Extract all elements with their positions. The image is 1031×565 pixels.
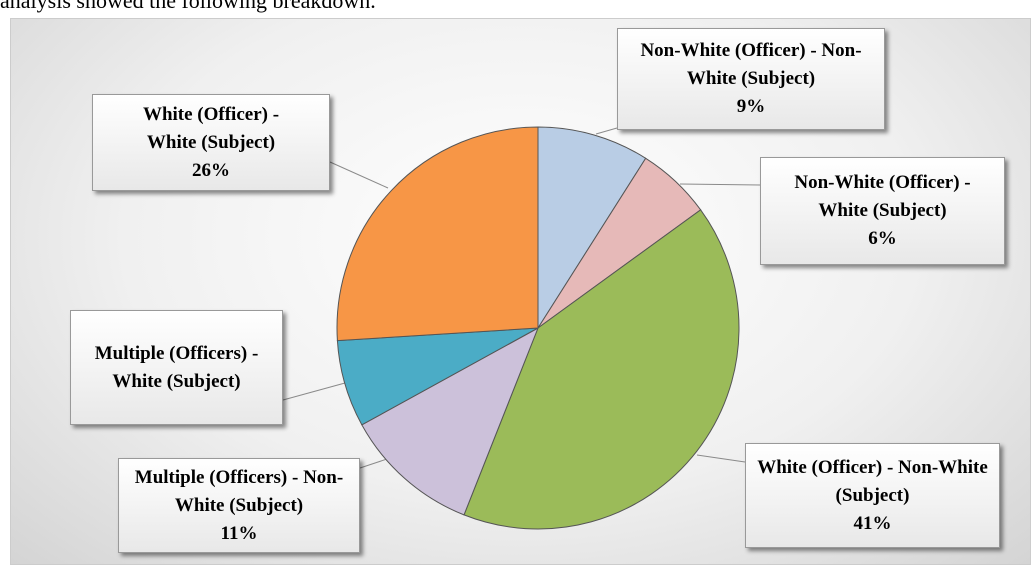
category-label: Non-White (Officer) - White (Subject) (794, 172, 971, 221)
slices (336, 126, 740, 530)
slice (336, 126, 539, 342)
slice (361, 326, 539, 516)
category-label: White (Officer) - Non-White (Subject) (757, 456, 988, 506)
leader-line (679, 183, 761, 186)
slice (463, 209, 740, 530)
value-label: 9% (736, 96, 766, 117)
leader-line (595, 127, 618, 135)
data-label-box: Multiple (Officers) - White (Subject) (70, 310, 283, 425)
leader-line (696, 454, 746, 463)
category-label: Non-White (Officer) - Non-White (Subject… (640, 40, 862, 89)
category-label: White (Officer) - White (Subject) (142, 103, 280, 153)
data-label-box: White (Officer) - White (Subject) 26% (92, 94, 330, 191)
data-label-box: Non-White (Officer) - Non-White (Subject… (617, 28, 885, 130)
intro-text: analysis showed the following breakdown. (0, 0, 376, 13)
data-label-box: White (Officer) - Non-White (Subject) 41% (745, 443, 1000, 548)
leader-line (282, 382, 346, 401)
data-label-box: Non-White (Officer) - White (Subject) 6% (760, 157, 1005, 265)
category-label: Multiple (Officers) - White (Subject) (94, 342, 259, 392)
slice (537, 126, 647, 330)
value-label: 11% (220, 522, 258, 544)
value-label: 6% (868, 228, 897, 249)
value-label: 26% (192, 159, 230, 181)
data-label-box: Multiple (Officers) - Non-White (Subject… (118, 458, 360, 553)
leader-line (329, 161, 389, 189)
value-label: 41% (853, 512, 892, 534)
category-label: Multiple (Officers) - Non-White (Subject… (134, 466, 344, 516)
